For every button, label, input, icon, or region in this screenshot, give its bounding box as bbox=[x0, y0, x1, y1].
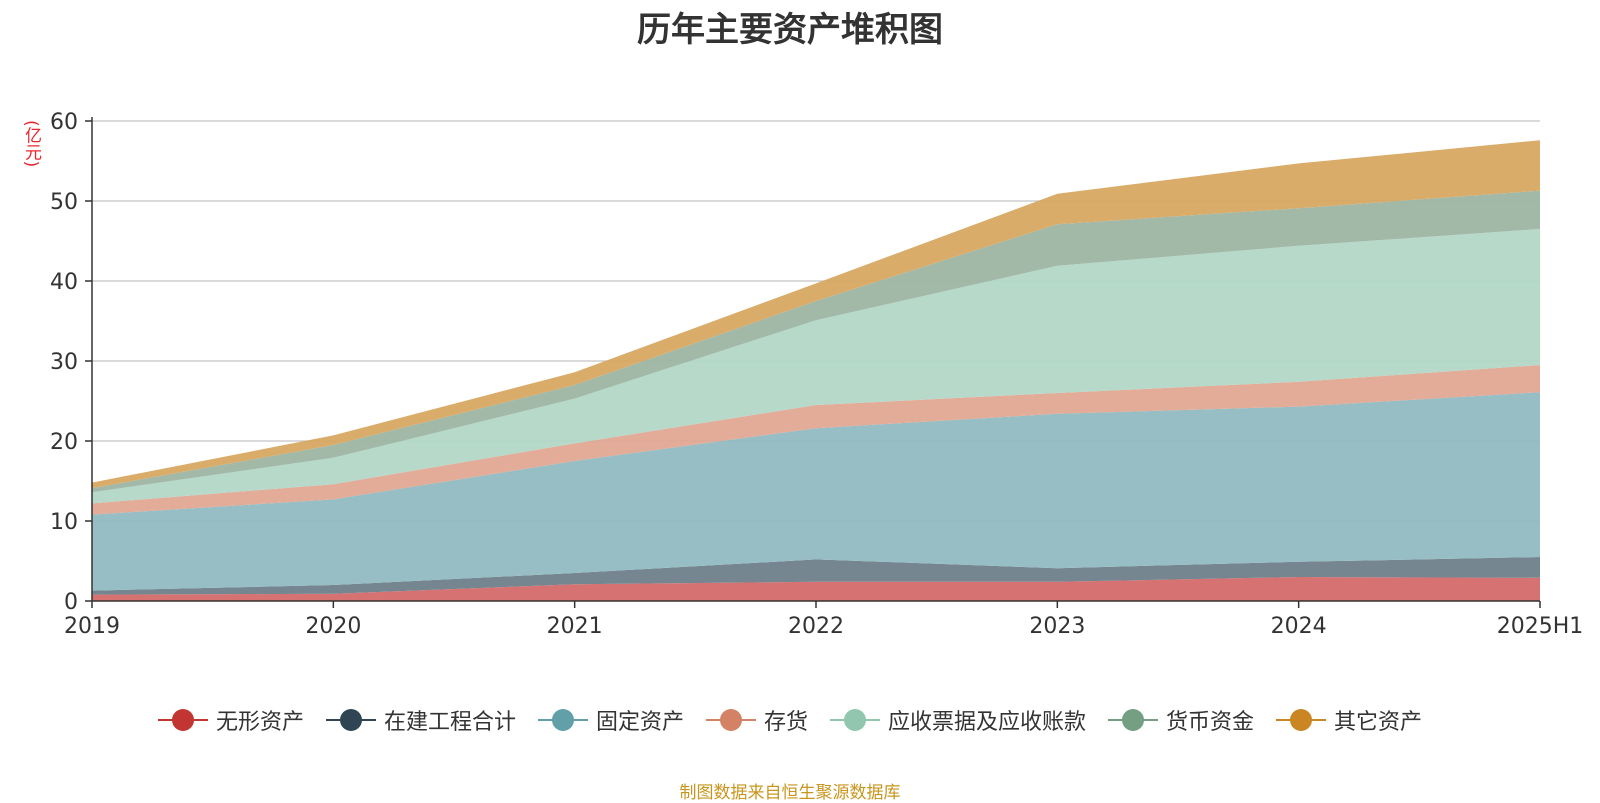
y-tick-label: 20 bbox=[50, 430, 78, 455]
area-series bbox=[92, 140, 1540, 489]
legend-label: 无形资产 bbox=[215, 710, 304, 735]
y-tick-label: 60 bbox=[50, 110, 78, 135]
legend-marker-icon bbox=[830, 708, 880, 732]
legend-item[interactable]: 应收票据及应收账款 bbox=[830, 704, 1086, 736]
legend-marker-icon bbox=[1276, 708, 1327, 732]
x-tick-label: 2019 bbox=[64, 614, 120, 639]
axes: 0 10 20 30 40 50 60 2019 2020 2021 2022 2023 2024 202… bbox=[50, 110, 1583, 639]
area-series bbox=[92, 229, 1540, 504]
legend-item[interactable]: 无形资产 bbox=[157, 704, 304, 736]
x-tick-label: 2021 bbox=[547, 614, 603, 639]
x-tick-label: 2023 bbox=[1029, 614, 1085, 639]
area-series bbox=[92, 365, 1540, 515]
legend-item[interactable]: 固定资产 bbox=[537, 704, 684, 736]
legend-label: 货币资金 bbox=[1166, 710, 1255, 735]
legend-label: 应收票据及应收账款 bbox=[888, 710, 1087, 735]
stacked-area-chart: 0 10 20 30 40 50 60 2019 2020 2021 2022 2023 2024 202… bbox=[50, 110, 1583, 639]
legend-label: 存货 bbox=[763, 710, 808, 735]
legend-label: 其它资产 bbox=[1334, 710, 1423, 735]
y-tick-label: 30 bbox=[50, 350, 78, 375]
legend-marker-icon bbox=[325, 708, 376, 732]
y-unit-label: (亿元) bbox=[21, 120, 41, 168]
y-tick-label: 10 bbox=[50, 510, 78, 535]
legend-marker-icon bbox=[705, 708, 756, 732]
legend: 无形资产 在建工程合计 固定资产 存货 应收票据及应收账款 货币资金 其它资产 bbox=[0, 704, 1580, 736]
legend-marker-icon bbox=[537, 708, 588, 732]
y-tick-label: 40 bbox=[50, 270, 78, 295]
area-series bbox=[92, 190, 1540, 493]
legend-item[interactable]: 存货 bbox=[705, 704, 808, 736]
y-tick-label: 0 bbox=[64, 590, 78, 615]
legend-label: 固定资产 bbox=[595, 710, 684, 735]
legend-item[interactable]: 其它资产 bbox=[1276, 704, 1422, 736]
x-tick-label: 2025H1 bbox=[1497, 614, 1584, 639]
legend-marker-icon bbox=[157, 708, 208, 732]
legend-item[interactable]: 在建工程合计 bbox=[325, 704, 516, 736]
x-tick-label: 2020 bbox=[305, 614, 361, 639]
chart-title: 历年主要资产堆积图 bbox=[637, 10, 943, 50]
legend-item[interactable]: 货币资金 bbox=[1108, 704, 1254, 736]
area-series bbox=[92, 577, 1540, 601]
source-note: 制图数据来自恒生聚源数据库 bbox=[679, 783, 901, 803]
area-series bbox=[92, 557, 1540, 595]
area-series bbox=[92, 392, 1540, 591]
x-tick-label: 2024 bbox=[1271, 614, 1327, 639]
area-series bbox=[92, 140, 1540, 601]
x-tick-label: 2022 bbox=[788, 614, 844, 639]
y-tick-label: 50 bbox=[50, 190, 78, 215]
legend-marker-icon bbox=[1108, 708, 1159, 732]
legend-label: 在建工程合计 bbox=[383, 710, 516, 735]
